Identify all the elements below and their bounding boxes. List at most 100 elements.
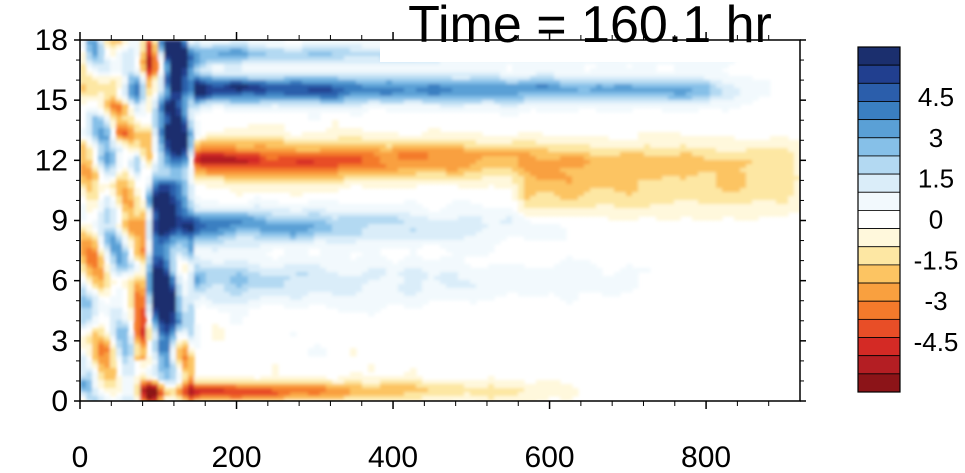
heatmap-cell — [716, 140, 723, 145]
heatmap-cell — [554, 192, 561, 197]
heatmap-cell — [434, 148, 441, 153]
heatmap-cell — [356, 44, 363, 49]
heatmap-cell — [746, 148, 753, 153]
heatmap-cell — [254, 184, 261, 189]
heatmap-cell — [356, 224, 363, 229]
heatmap-cell — [602, 196, 609, 201]
heatmap-cell — [752, 196, 759, 201]
heatmap-cell — [656, 200, 663, 205]
heatmap-cell — [506, 72, 513, 77]
heatmap-cell — [188, 204, 195, 209]
heatmap-cell — [644, 136, 651, 141]
heatmap-cell — [314, 208, 321, 213]
heatmap-cell — [86, 44, 93, 49]
heatmap-cell — [146, 56, 153, 61]
heatmap-cell — [680, 156, 687, 161]
heatmap-cell — [350, 220, 357, 225]
heatmap-cell — [476, 84, 483, 89]
heatmap-cell — [212, 64, 219, 69]
heatmap-cell — [476, 236, 483, 241]
heatmap-cell — [338, 96, 345, 101]
heatmap-cell — [392, 104, 399, 109]
heatmap-cell — [206, 132, 213, 137]
heatmap-cell — [566, 136, 573, 141]
heatmap-cell — [764, 144, 771, 149]
heatmap-cell — [152, 256, 159, 261]
heatmap-cell — [158, 160, 165, 165]
heatmap-cell — [170, 116, 177, 121]
heatmap-cell — [320, 148, 327, 153]
heatmap-cell — [692, 160, 699, 165]
heatmap-cell — [188, 92, 195, 97]
heatmap-cell — [314, 220, 321, 225]
heatmap-cell — [554, 156, 561, 161]
heatmap-cell — [110, 68, 117, 73]
heatmap-cell — [644, 80, 651, 85]
heatmap-cell — [758, 188, 765, 193]
heatmap-cell — [512, 104, 519, 109]
heatmap-cell — [422, 168, 429, 173]
heatmap-cell — [344, 88, 351, 93]
heatmap-cell — [128, 80, 135, 85]
heatmap-cell — [230, 44, 237, 49]
heatmap-cell — [680, 80, 687, 85]
heatmap-cell — [710, 104, 717, 109]
heatmap-cell — [566, 140, 573, 145]
heatmap-cell — [206, 48, 213, 53]
heatmap-cell — [728, 200, 735, 205]
heatmap-cell — [764, 140, 771, 145]
heatmap-cell — [554, 180, 561, 185]
heatmap-cell — [164, 208, 171, 213]
heatmap-cell — [530, 100, 537, 105]
heatmap-cell — [548, 184, 555, 189]
heatmap-cell — [290, 168, 297, 173]
heatmap-cell — [482, 252, 489, 257]
heatmap-cell — [380, 220, 387, 225]
heatmap-cell — [194, 44, 201, 49]
heatmap-cell — [662, 216, 669, 221]
heatmap-cell — [110, 252, 117, 257]
heatmap-cell — [206, 184, 213, 189]
heatmap-cell — [260, 228, 267, 233]
heatmap-cell — [80, 216, 87, 221]
heatmap-cell — [686, 60, 693, 65]
heatmap-cell — [362, 224, 369, 229]
heatmap-cell — [530, 180, 537, 185]
heatmap-cell — [590, 136, 597, 141]
heatmap-cell — [314, 44, 321, 49]
heatmap-cell — [86, 188, 93, 193]
heatmap-cell — [500, 140, 507, 145]
heatmap-cell — [176, 184, 183, 189]
heatmap-cell — [320, 132, 327, 137]
heatmap-cell — [134, 80, 141, 85]
heatmap-cell — [338, 160, 345, 165]
heatmap-cell — [500, 136, 507, 141]
heatmap-cell — [380, 80, 387, 85]
heatmap-cell — [554, 160, 561, 165]
heatmap-cell — [722, 212, 729, 217]
heatmap-cell — [194, 152, 201, 157]
heatmap-cell — [212, 56, 219, 61]
heatmap-cell — [422, 232, 429, 237]
heatmap-cell — [206, 152, 213, 157]
heatmap-cell — [482, 212, 489, 217]
heatmap-cell — [332, 144, 339, 149]
heatmap-cell — [362, 136, 369, 141]
heatmap-cell — [722, 188, 729, 193]
heatmap-cell — [314, 108, 321, 113]
heatmap-cell — [236, 140, 243, 145]
heatmap-cell — [350, 48, 357, 53]
heatmap-cell — [644, 204, 651, 209]
heatmap-cell — [350, 44, 357, 49]
heatmap-cell — [152, 136, 159, 141]
heatmap-cell — [458, 60, 465, 65]
heatmap-cell — [596, 84, 603, 89]
heatmap-cell — [128, 92, 135, 97]
heatmap-cell — [596, 212, 603, 217]
heatmap-cell — [314, 144, 321, 149]
heatmap-cell — [716, 164, 723, 169]
heatmap-cell — [650, 148, 657, 153]
heatmap-cell — [194, 232, 201, 237]
heatmap-cell — [470, 140, 477, 145]
heatmap-cell — [302, 80, 309, 85]
